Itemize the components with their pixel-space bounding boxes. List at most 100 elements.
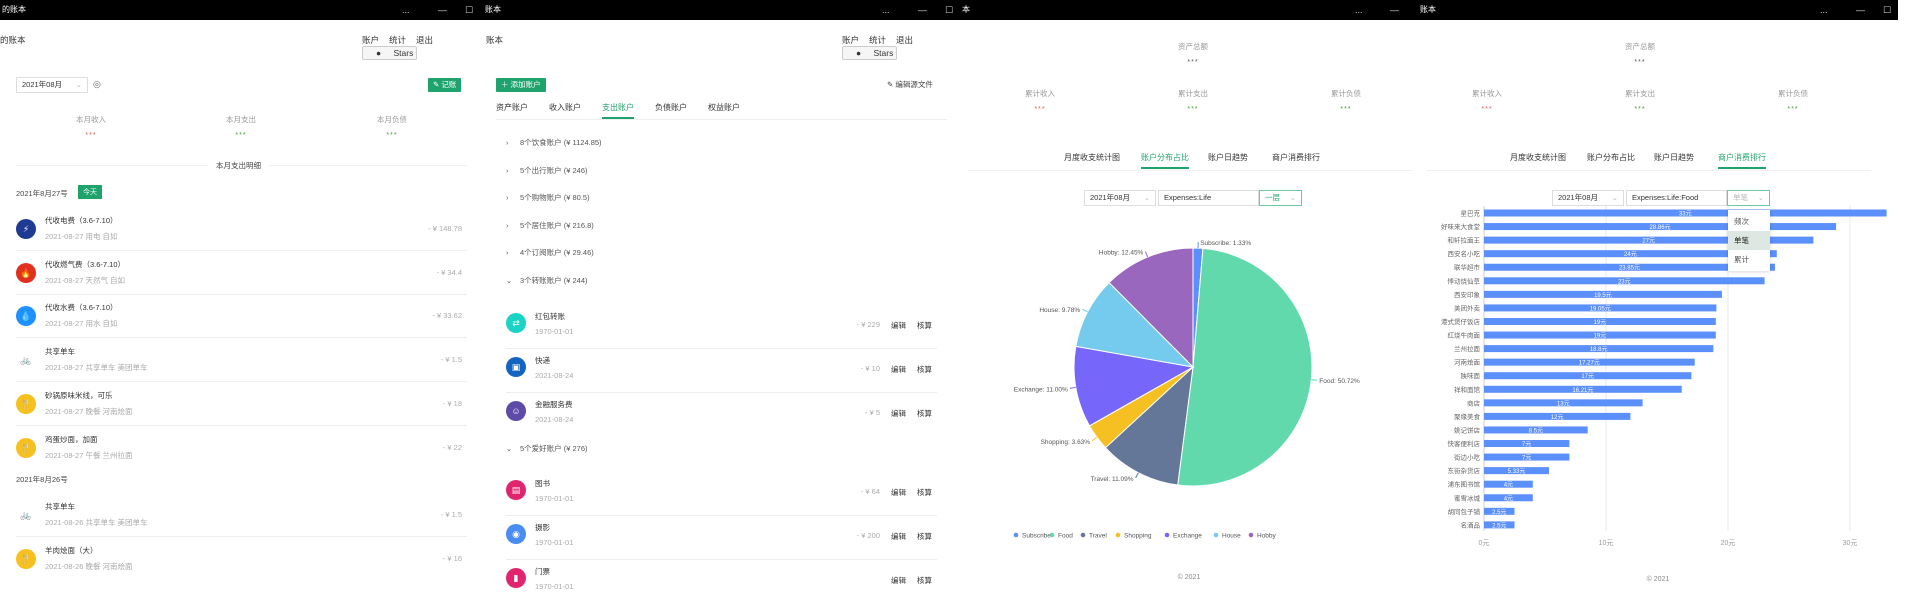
more-icon[interactable]: ...	[1820, 5, 1828, 15]
account-group[interactable]: › 4个订阅账户 (¥ 29.46)	[506, 247, 594, 258]
account-group[interactable]: › 8个饮食账户 (¥ 1124.85)	[506, 137, 602, 148]
nav-stats[interactable]: 统计	[389, 35, 407, 45]
account-group[interactable]: ⌄ 5个爱好账户 (¥ 276)	[506, 443, 588, 454]
edit-button[interactable]: 编辑	[891, 320, 906, 330]
github-icon: ●	[856, 48, 862, 58]
brand[interactable]: 的账本	[0, 35, 26, 45]
github-stars-button[interactable]: ● Stars	[842, 46, 898, 60]
pie-slice-hobby	[1108, 247, 1194, 369]
category-label: 聚缘美食	[1454, 412, 1481, 421]
mode-value: 单笔	[1733, 193, 1748, 202]
chevron-right-icon: ›	[506, 138, 509, 147]
tab-chart-type[interactable]: 账户日趋势	[1208, 153, 1248, 162]
transaction-row[interactable]: 🍴 羊肉烩面（大） 2021-08-26 晚餐 河南烩面 - ¥ 16	[16, 537, 467, 581]
nav-logout[interactable]: 退出	[416, 35, 434, 45]
edit-button[interactable]: 编辑	[891, 488, 906, 498]
reconcile-button[interactable]: 核算	[917, 320, 932, 330]
edit-button[interactable]: 编辑	[891, 532, 906, 542]
account-amount: - ¥ 5	[864, 407, 880, 417]
minimize-button[interactable]: —	[438, 5, 447, 15]
transaction-meta: 2021-08-27 晚餐 河南烩面	[45, 406, 133, 416]
mode-option[interactable]: 单笔	[1728, 231, 1770, 250]
add-account-button[interactable]: ＋ 添加账户	[496, 78, 546, 92]
transaction-row[interactable]: 🍴 砂锅原味米线，可乐 2021-08-27 晚餐 河南烩面 - ¥ 18	[16, 382, 467, 426]
tab-chart-type[interactable]: 账户分布占比	[1587, 153, 1635, 162]
more-icon[interactable]: ...	[1355, 5, 1363, 15]
bar-value-label: 4元	[1504, 495, 1513, 502]
tab-account-type[interactable]: 支出账户	[602, 102, 634, 119]
book-icon: ▤	[506, 480, 526, 501]
nav-logout[interactable]: 退出	[896, 35, 914, 45]
account-input[interactable]: Expenses:Life:Food	[1626, 190, 1727, 206]
window-merchant-ranking: 账本 ... — ☐ 资产总额 *** 累计收入 *** 累计支出 *** 累计负债 *** 月…	[1418, 0, 1898, 598]
minimize-button[interactable]: —	[918, 5, 927, 15]
tab-account-type[interactable]: 资产账户	[496, 103, 528, 112]
group-label: 8个饮食账户 (¥ 1124.85)	[520, 138, 602, 147]
reconcile-button[interactable]: 核算	[917, 532, 932, 542]
group-label: 5个爱好账户 (¥ 276)	[520, 443, 588, 453]
x-tick-label: 10元	[1599, 539, 1614, 547]
bar	[1484, 223, 1837, 231]
brand[interactable]: 账本	[486, 35, 504, 45]
account-input[interactable]: Expenses:Life	[1158, 190, 1259, 206]
finance-icon: ☺	[506, 400, 526, 421]
edit-button[interactable]: 编辑	[891, 576, 906, 586]
transaction-row[interactable]: ⚡ 代收电费（3.6-7.10） 2021-08-27 用电 自如 - ¥ 148.7…	[16, 207, 467, 251]
chevron-down-icon: ⌄	[1757, 193, 1764, 202]
nav-accounts[interactable]: 账户	[842, 35, 860, 45]
more-icon[interactable]: ...	[402, 5, 410, 15]
month-value: 2021年08月	[1558, 193, 1599, 202]
more-icon[interactable]: ...	[882, 5, 890, 15]
mode-option[interactable]: 累计	[1734, 255, 1749, 264]
utensils-icon: 🍴	[16, 393, 36, 414]
edit-button[interactable]: 编辑	[891, 408, 906, 418]
nav-accounts[interactable]: 账户	[362, 35, 380, 45]
transaction-row[interactable]: 🚲 共享单车 2021-08-27 共享单车 美团单车 - ¥ 1.5	[16, 338, 467, 383]
ticket-icon: ▮	[506, 568, 526, 589]
category-label: 河南烩面	[1454, 358, 1481, 367]
nav-stats[interactable]: 统计	[869, 35, 887, 45]
tab-chart-type[interactable]: 月度收支统计图	[1064, 153, 1120, 162]
tab-chart-type[interactable]: 商户消费排行	[1718, 152, 1766, 169]
maximize-button[interactable]: ☐	[1883, 5, 1892, 15]
reconcile-button[interactable]: 核算	[917, 576, 932, 586]
transaction-row[interactable]: 🍴 鸡蛋炒面，加面 2021-08-27 午餐 兰州拉面 - ¥ 22	[16, 426, 467, 470]
account-group[interactable]: ⌄ 3个转账账户 (¥ 244)	[506, 275, 588, 286]
minimize-button[interactable]: —	[1390, 5, 1399, 15]
minimize-button[interactable]: —	[1856, 5, 1865, 15]
reconcile-button[interactable]: 核算	[917, 488, 932, 498]
transaction-row[interactable]: 🔥 代收燃气费（3.6-7.10） 2021-08-27 天然气 自如 - ¥ 34.…	[16, 251, 467, 295]
transaction-row[interactable]: 🚲 共享单车 2021-08-26 共享单车 美团单车 - ¥ 1.5	[16, 493, 467, 538]
record-button[interactable]: ✎ 记账	[428, 78, 462, 92]
eye-hidden-icon[interactable]: ◎	[93, 79, 101, 89]
account-group[interactable]: › 5个居住账户 (¥ 216.8)	[506, 220, 594, 231]
level-select[interactable]: 一层 ⌄	[1259, 190, 1302, 206]
account-group[interactable]: › 5个出行账户 (¥ 246)	[506, 165, 588, 176]
edit-source-button[interactable]: ✎ 编辑源文件	[887, 79, 933, 90]
account-date: 1970-01-01	[535, 582, 574, 592]
maximize-button[interactable]: ☐	[945, 5, 954, 15]
maximize-button[interactable]: ☐	[465, 5, 474, 15]
reconcile-button[interactable]: 核算	[917, 364, 932, 374]
month-select[interactable]: 2021年08月 ⌄	[1552, 190, 1624, 206]
account-group[interactable]: › 5个购物账户 (¥ 80.5)	[506, 192, 590, 203]
tab-account-type[interactable]: 权益账户	[708, 103, 740, 112]
tab-chart-type[interactable]: 商户消费排行	[1272, 153, 1320, 162]
mode-option[interactable]: 频次	[1734, 217, 1749, 226]
month-select[interactable]: 2021年08月 ⌄	[1084, 190, 1156, 206]
mode-select[interactable]: 单笔 ⌄	[1727, 190, 1770, 206]
tab-chart-type[interactable]: 账户分布占比	[1141, 152, 1189, 169]
reconcile-button[interactable]: 核算	[917, 408, 932, 418]
tab-account-type[interactable]: 收入账户	[549, 103, 581, 112]
tab-account-type[interactable]: 负债账户	[655, 103, 687, 112]
tab-chart-type[interactable]: 账户日趋势	[1654, 153, 1694, 162]
bar	[1484, 277, 1765, 285]
transaction-row[interactable]: 💧 代收水费（3.6-7.10） 2021-08-27 用水 自如 - ¥ 33.62	[16, 294, 467, 339]
bar-value-label: 23元	[1618, 278, 1631, 285]
github-stars-button[interactable]: ● Stars	[362, 46, 418, 60]
month-select[interactable]: 2021年08月 ⌄	[16, 77, 88, 93]
tab-chart-type[interactable]: 月度收支统计图	[1510, 153, 1566, 162]
edit-button[interactable]: 编辑	[891, 364, 906, 374]
edit-icon: ✎	[433, 80, 440, 89]
window-stats-distribution: 本 ... — 资产总额 *** 累计收入 *** 累计支出 *** 累计负债 *** 月度收支…	[960, 0, 1418, 598]
